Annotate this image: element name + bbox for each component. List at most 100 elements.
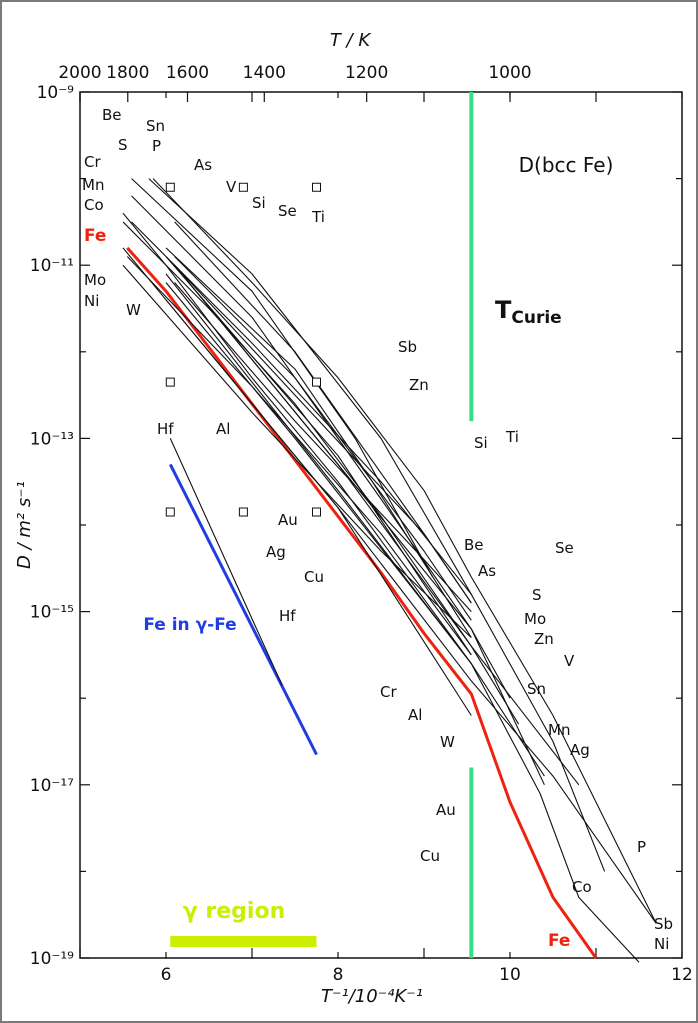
element-label-se: Se bbox=[555, 539, 574, 557]
square-marker bbox=[312, 507, 321, 517]
element-label-be: Be bbox=[464, 536, 484, 554]
element-label-al: Al bbox=[408, 706, 422, 724]
series-line-ag bbox=[174, 264, 580, 786]
element-label-mn: Mn bbox=[82, 176, 104, 194]
y-tick-label: 10⁻¹¹ bbox=[30, 256, 74, 276]
element-label-mo: Mo bbox=[524, 610, 546, 628]
series-line-al bbox=[165, 282, 472, 664]
element-label-cu: Cu bbox=[304, 568, 324, 586]
fe-label-bottom: Fe bbox=[548, 931, 570, 951]
top-tick-label: 2000 bbox=[58, 63, 101, 83]
series-line-v bbox=[165, 256, 472, 656]
series-line-mo bbox=[122, 264, 472, 638]
element-label-ni: Ni bbox=[654, 935, 669, 953]
series-line-sn bbox=[131, 195, 511, 699]
x-tick-label: 6 bbox=[161, 965, 172, 985]
element-label-au: Au bbox=[436, 801, 456, 819]
y-tick-label: 10⁻¹⁹ bbox=[30, 949, 74, 969]
element-label-se: Se bbox=[278, 202, 297, 220]
element-label-al: Al bbox=[216, 420, 230, 438]
fe-label-top: Fe bbox=[84, 226, 106, 246]
element-label-hf: Hf bbox=[157, 420, 174, 438]
series-line-mn bbox=[122, 221, 520, 725]
element-label-cr: Cr bbox=[380, 683, 397, 701]
element-label-au: Au bbox=[278, 511, 298, 529]
fe-in-gamma-label: Fe in γ-Fe bbox=[143, 615, 236, 635]
element-label-hf: Hf bbox=[279, 607, 296, 625]
square-marker bbox=[312, 377, 321, 387]
square-marker bbox=[238, 507, 248, 517]
square-marker bbox=[238, 182, 248, 192]
top-tick-label: 1400 bbox=[243, 63, 286, 83]
element-label-sn: Sn bbox=[527, 680, 546, 698]
top-tick-label: 1600 bbox=[166, 63, 209, 83]
y-tick-label: 10⁻¹⁵ bbox=[30, 603, 74, 623]
element-label-si: Si bbox=[474, 434, 488, 452]
element-label-mn: Mn bbox=[548, 721, 570, 739]
top-tick-label: 1000 bbox=[488, 63, 531, 83]
element-label-sb: Sb bbox=[654, 915, 673, 933]
x-tick-label: 8 bbox=[333, 965, 344, 985]
series-line-cu bbox=[165, 273, 545, 777]
element-label-v: V bbox=[226, 178, 237, 196]
square-marker bbox=[165, 507, 175, 517]
series-line-zn bbox=[165, 247, 472, 638]
element-label-ag: Ag bbox=[570, 741, 590, 759]
square-marker bbox=[165, 377, 175, 387]
element-label-si: Si bbox=[252, 194, 266, 212]
curie-label: TCurie bbox=[495, 296, 562, 328]
element-label-ni: Ni bbox=[84, 292, 99, 310]
x-tick-label: 10 bbox=[499, 965, 521, 985]
element-label-ti: Ti bbox=[311, 208, 325, 226]
element-label-sb: Sb bbox=[398, 338, 417, 356]
series-line-hf bbox=[169, 438, 283, 686]
y-axis-title: D / m² s⁻¹ bbox=[14, 481, 35, 569]
element-label-sn: Sn bbox=[146, 117, 165, 135]
element-label-as: As bbox=[194, 156, 212, 174]
gamma-region-bar bbox=[170, 936, 317, 947]
top-tick-label: 1200 bbox=[345, 63, 388, 83]
element-label-ti: Ti bbox=[505, 428, 519, 446]
square-marker bbox=[312, 182, 321, 192]
element-label-w: W bbox=[126, 301, 141, 319]
series-line-fe-in-fe bbox=[168, 463, 318, 756]
x-axis-title: T⁻¹/10⁻⁴K⁻¹ bbox=[321, 986, 423, 1007]
element-label-cr: Cr bbox=[84, 153, 101, 171]
series-line-fe bbox=[126, 246, 598, 959]
element-label-s: S bbox=[118, 136, 128, 154]
element-label-zn: Zn bbox=[409, 376, 429, 394]
element-label-v: V bbox=[564, 652, 575, 670]
x-tick-label: 12 bbox=[671, 965, 693, 985]
series-layer bbox=[122, 178, 657, 963]
element-label-s: S bbox=[532, 586, 542, 604]
element-label-as: As bbox=[478, 562, 496, 580]
label-layer: Be Sn S P As V Cr Mn Co Si Se Ti Mo Ni W Sb Zn Al Hf Si Ti Au… bbox=[82, 106, 673, 953]
series-line-ti bbox=[174, 282, 472, 612]
y-tick-label: 10⁻¹⁷ bbox=[30, 776, 74, 796]
marker-layer bbox=[165, 182, 321, 517]
element-label-zn: Zn bbox=[534, 630, 554, 648]
top-axis-title: T / K bbox=[330, 30, 372, 51]
element-label-mo: Mo bbox=[84, 271, 106, 289]
series-line-sb bbox=[152, 178, 657, 924]
element-label-p: P bbox=[152, 137, 161, 155]
element-label-p: P bbox=[637, 838, 646, 856]
top-tick-label: 1800 bbox=[106, 63, 149, 83]
y-tick-label: 10⁻⁹ bbox=[37, 83, 75, 103]
chart-title: D(bcc Fe) bbox=[519, 153, 614, 177]
element-label-cu: Cu bbox=[420, 847, 440, 865]
element-label-co: Co bbox=[572, 878, 592, 896]
element-label-ag: Ag bbox=[266, 543, 286, 561]
element-label-co: Co bbox=[84, 196, 104, 214]
series-line-cr bbox=[126, 256, 472, 656]
square-marker bbox=[165, 182, 175, 192]
element-label-w: W bbox=[440, 733, 455, 751]
series-line-as bbox=[174, 221, 472, 604]
series-line-w bbox=[165, 299, 472, 716]
series-line-au bbox=[174, 264, 545, 786]
y-tick-label: 10⁻¹³ bbox=[30, 429, 74, 449]
element-label-be: Be bbox=[102, 106, 122, 124]
series-line-s bbox=[131, 221, 472, 595]
